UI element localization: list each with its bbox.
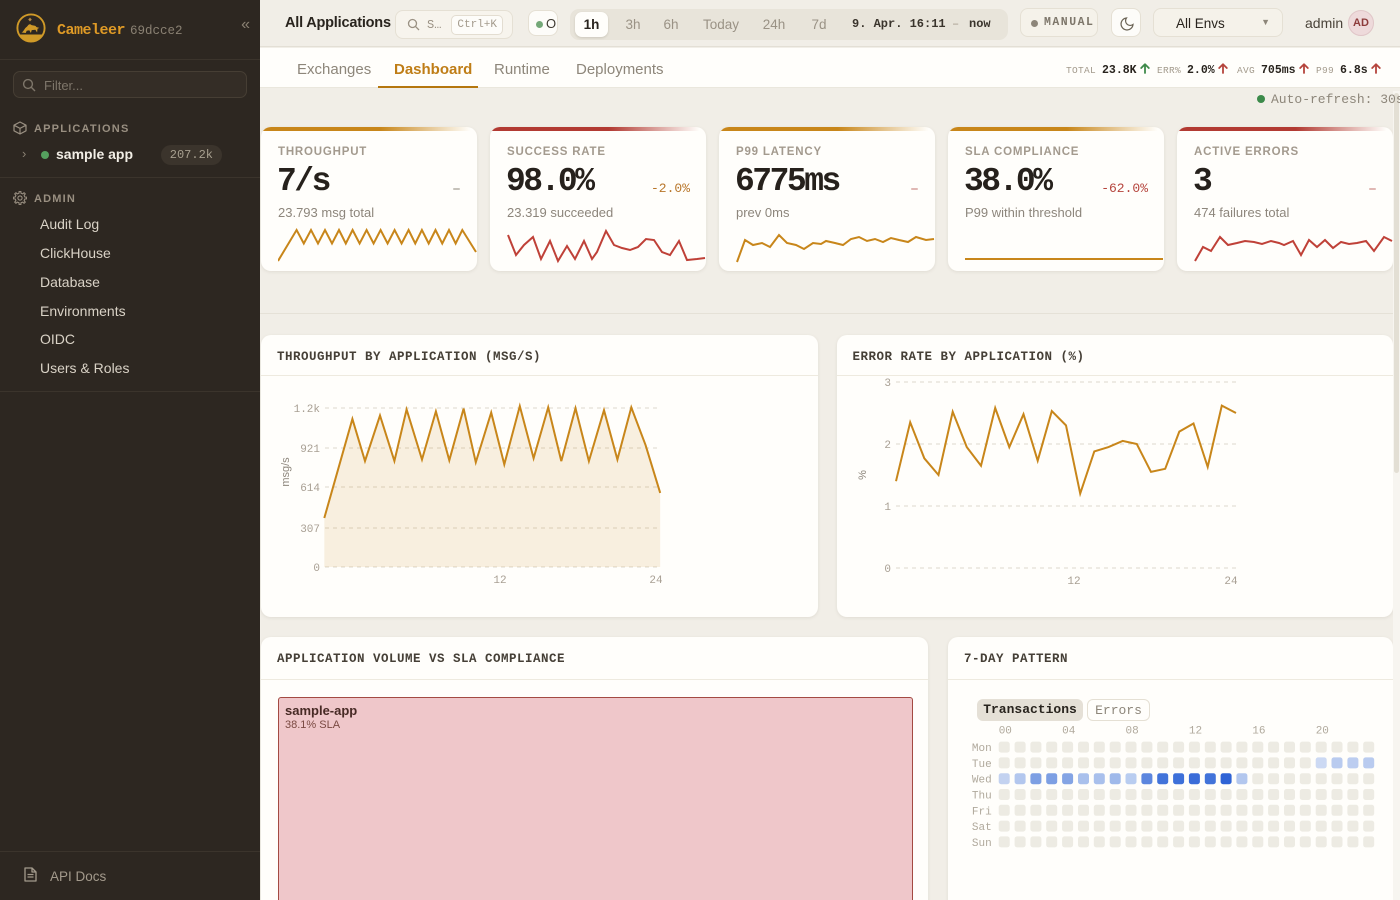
svg-text:12: 12: [1189, 726, 1202, 738]
svg-text:24: 24: [1224, 576, 1238, 588]
svg-text:3: 3: [884, 378, 891, 390]
svg-text:2: 2: [884, 440, 891, 452]
svg-text:msg/s: msg/s: [280, 457, 292, 487]
svg-text:%: %: [857, 470, 869, 480]
svg-text:Sat: Sat: [972, 822, 992, 834]
svg-text:Thu: Thu: [972, 791, 992, 803]
svg-text:16: 16: [1252, 726, 1265, 738]
svg-text:20: 20: [1316, 726, 1329, 738]
svg-text:1.2k: 1.2k: [294, 404, 321, 416]
svg-text:04: 04: [1062, 726, 1076, 738]
svg-text:0: 0: [884, 564, 891, 576]
svg-text:0: 0: [313, 563, 320, 575]
svg-text:00: 00: [999, 726, 1012, 738]
svg-text:12: 12: [493, 575, 506, 587]
svg-text:08: 08: [1126, 726, 1139, 738]
svg-text:Fri: Fri: [972, 806, 992, 818]
svg-text:614: 614: [300, 483, 320, 495]
svg-text:921: 921: [300, 444, 320, 456]
svg-text:Sun: Sun: [972, 838, 992, 850]
svg-text:307: 307: [300, 524, 320, 536]
svg-text:Wed: Wed: [972, 775, 992, 787]
svg-text:12: 12: [1067, 576, 1080, 588]
svg-text:24: 24: [649, 575, 663, 587]
svg-text:Tue: Tue: [972, 759, 992, 771]
svg-text:1: 1: [884, 502, 891, 514]
svg-text:Mon: Mon: [972, 743, 992, 755]
